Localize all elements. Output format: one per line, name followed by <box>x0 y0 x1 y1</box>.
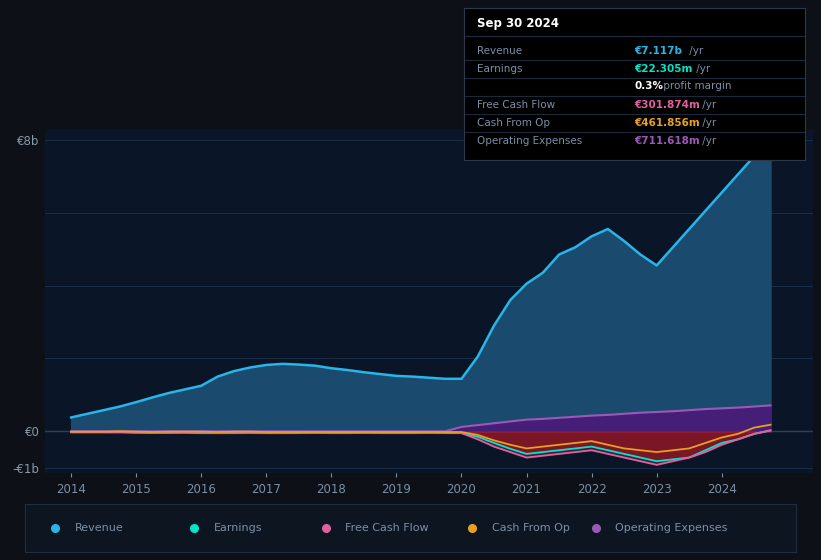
Text: /yr: /yr <box>699 100 717 110</box>
Text: Revenue: Revenue <box>478 46 523 56</box>
Text: €7.117b: €7.117b <box>635 46 682 56</box>
Text: /yr: /yr <box>693 64 710 74</box>
Text: €301.874m: €301.874m <box>635 100 700 110</box>
Text: /yr: /yr <box>686 46 704 56</box>
Text: /yr: /yr <box>699 118 717 128</box>
Text: Free Cash Flow: Free Cash Flow <box>345 523 429 533</box>
Text: €22.305m: €22.305m <box>635 64 693 74</box>
Text: /yr: /yr <box>699 137 717 147</box>
Text: €711.618m: €711.618m <box>635 137 700 147</box>
Text: Operating Expenses: Operating Expenses <box>478 137 583 147</box>
Text: Free Cash Flow: Free Cash Flow <box>478 100 556 110</box>
Text: Operating Expenses: Operating Expenses <box>615 523 727 533</box>
Text: Cash From Op: Cash From Op <box>492 523 570 533</box>
Text: Cash From Op: Cash From Op <box>478 118 551 128</box>
Text: Revenue: Revenue <box>75 523 123 533</box>
Text: profit margin: profit margin <box>660 81 732 91</box>
Text: Earnings: Earnings <box>213 523 262 533</box>
Text: Sep 30 2024: Sep 30 2024 <box>478 17 559 30</box>
Text: Earnings: Earnings <box>478 64 523 74</box>
Text: €461.856m: €461.856m <box>635 118 700 128</box>
Text: 0.3%: 0.3% <box>635 81 663 91</box>
